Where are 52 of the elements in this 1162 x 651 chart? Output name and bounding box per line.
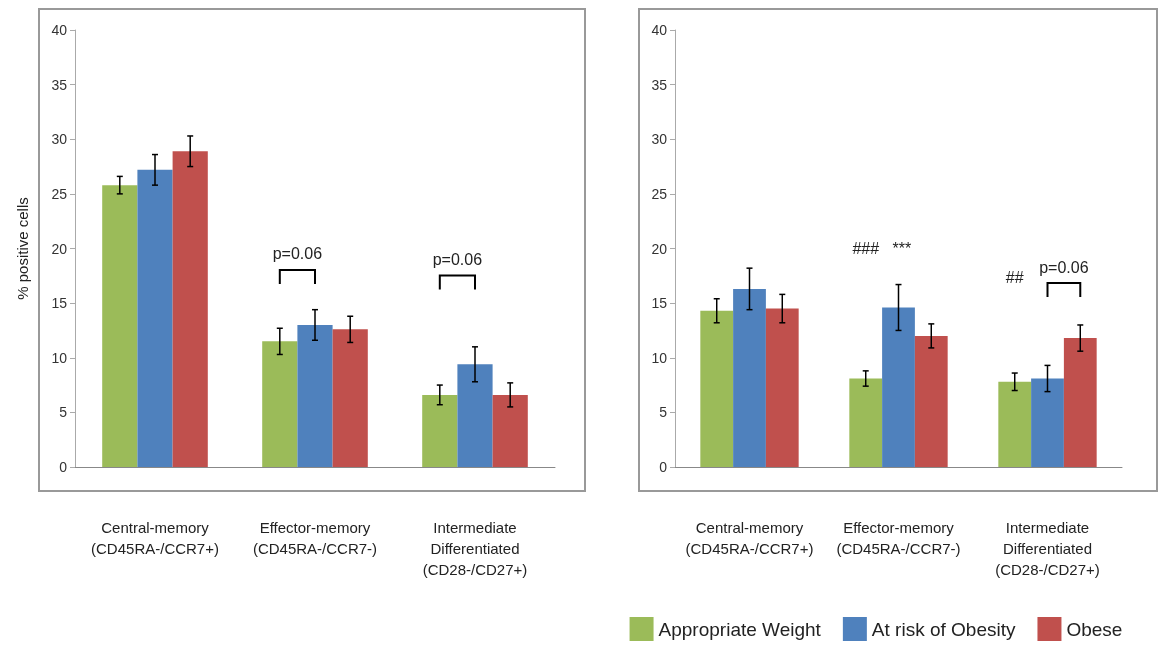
x-tick-label: Intermediate Differentiated (CD28-/CD27+): [422, 519, 528, 578]
y-tick-label: 30: [51, 131, 68, 148]
bar: [332, 329, 368, 467]
annotation: ##: [1005, 269, 1024, 287]
y-tick-label: 25: [51, 185, 68, 202]
bar: [914, 335, 948, 467]
y-tick-label: 10: [51, 349, 68, 366]
bar: [849, 378, 883, 467]
legend-label: Obese: [1066, 618, 1123, 640]
annotation: p=0.06: [272, 245, 323, 263]
bar: [137, 169, 173, 467]
x-tick-label: Effector-memory (CD45RA-/CCR7-): [836, 519, 961, 557]
annotation: ***: [892, 240, 912, 257]
y-tick-label: 5: [59, 404, 68, 421]
y-axis-title: % positive cells: [14, 197, 31, 300]
legend-label: Appropriate Weight: [658, 618, 822, 640]
bar: [297, 324, 333, 467]
x-tick-label: Central-memory (CD45RA-/CCR7+): [91, 519, 219, 557]
bar: [172, 151, 208, 467]
y-tick-label: 0: [59, 459, 68, 475]
bar: [700, 310, 734, 467]
x-tick-label: Central-memory (CD45RA-/CCR7+): [685, 519, 814, 557]
bar: [1063, 338, 1097, 467]
y-tick-label: 20: [51, 240, 68, 257]
bar: [492, 394, 528, 467]
bar: [733, 288, 766, 467]
bar: [102, 185, 138, 467]
bar: [1031, 378, 1064, 467]
y-tick-label: 20: [651, 240, 668, 257]
bar: [457, 364, 493, 467]
y-tick-label: 5: [659, 404, 668, 421]
annotation: p=0.06: [1039, 258, 1089, 276]
annotation: ###: [852, 240, 880, 257]
y-tick-label: 15: [51, 295, 68, 312]
annotation: p=0.06: [432, 250, 483, 268]
y-tick-label: 10: [651, 349, 668, 366]
x-tick-label: Intermediate Differentiated (CD28-/CD27+): [995, 519, 1100, 578]
y-tick-label: 40: [651, 22, 668, 38]
y-tick-label: 25: [651, 185, 668, 202]
y-tick-label: 35: [51, 76, 68, 93]
y-tick-label: 0: [659, 459, 668, 475]
y-tick-label: 30: [651, 131, 668, 148]
legend-label: At risk of Obesity: [871, 618, 1016, 640]
bar: [998, 381, 1032, 467]
x-tick-label: Effector-memory (CD45RA-/CCR7-): [252, 519, 378, 557]
bar: [882, 307, 915, 467]
y-tick-label: 35: [651, 76, 668, 93]
bar: [262, 341, 298, 467]
bar: [765, 308, 799, 467]
bar: [422, 394, 458, 467]
y-tick-label: 15: [651, 295, 668, 312]
y-tick-label: 40: [51, 22, 68, 38]
